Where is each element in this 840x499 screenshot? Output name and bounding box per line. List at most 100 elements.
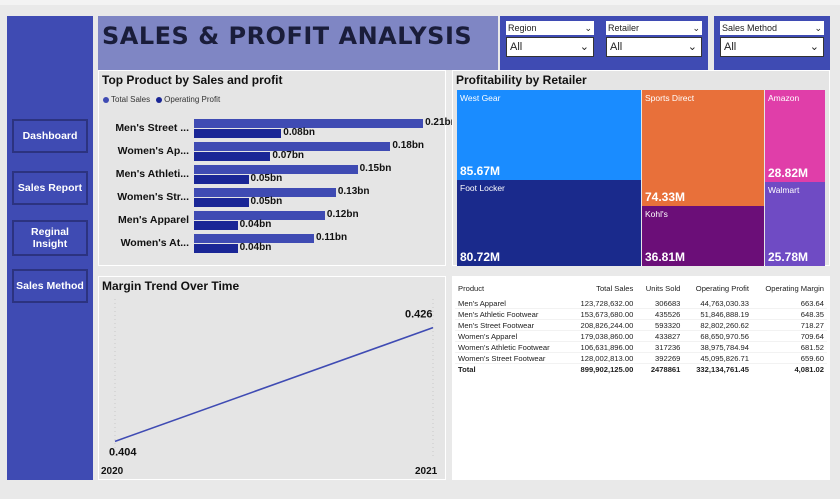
- top-strip: [0, 0, 840, 5]
- chevron-down-icon: ⌄: [687, 41, 697, 53]
- column-header-product[interactable]: Product: [458, 284, 485, 293]
- legend-dot-icon: [156, 96, 163, 103]
- retailer-treemap-title: Profitability by Retailer: [456, 73, 587, 87]
- cell: Men's Street Footwear: [455, 319, 569, 331]
- cell: 38,975,784.94: [683, 341, 752, 353]
- cell: 51,846,888.19: [683, 308, 752, 320]
- table-row[interactable]: Women's Athletic Footwear 106,631,896.00 3…: [455, 341, 827, 353]
- product-table: Product Total Sales Units Sold Operating…: [455, 283, 827, 374]
- table-row[interactable]: Men's Street Footwear 208,826,244.00 59332…: [455, 319, 827, 331]
- cell: 681.52: [751, 341, 827, 353]
- bar-operating-profit[interactable]: [194, 129, 282, 138]
- tile-value: 85.67M: [460, 164, 501, 178]
- nav-regional-insight-button[interactable]: Reginal Insight: [12, 220, 88, 256]
- retailer-slicer: Retailer ⌄ All ⌄: [600, 16, 708, 70]
- chart-legend: Total Sales Operating Profit: [103, 95, 220, 104]
- margin-series-line[interactable]: [114, 326, 434, 443]
- bar-operating-profit[interactable]: [194, 244, 238, 253]
- region-slicer: Region ⌄ All ⌄: [500, 16, 600, 70]
- retailer-treemap-panel: Profitability by Retailer West Gear 85.6…: [452, 70, 830, 266]
- bar-total-sales[interactable]: [194, 142, 391, 151]
- treemap-tile-kohls[interactable]: Kohl's 36.81M: [642, 206, 764, 266]
- bar-operating-profit[interactable]: [194, 221, 238, 230]
- column-header-units-sold[interactable]: Units Sold: [645, 284, 681, 293]
- bar-category-label: Men's Street ...: [115, 122, 189, 134]
- tile-value: 80.72M: [460, 250, 501, 264]
- cell: 317236: [636, 341, 684, 353]
- tile-name: Kohl's: [645, 209, 668, 219]
- cell: 208,826,244.00: [568, 319, 637, 331]
- region-dropdown[interactable]: All ⌄: [506, 37, 594, 57]
- cell: 68,650,970.56: [683, 330, 752, 342]
- tile-name: Walmart: [768, 185, 800, 195]
- bar-data-label: 0.08bn: [283, 127, 315, 138]
- sales-method-dropdown[interactable]: All ⌄: [720, 37, 824, 57]
- bar-operating-profit[interactable]: [194, 198, 249, 207]
- cell: Women's Street Footwear: [455, 352, 569, 364]
- retailer-slicer-header[interactable]: Retailer ⌄: [606, 21, 702, 35]
- cell: 153,673,680.00: [568, 308, 637, 320]
- bar-operating-profit[interactable]: [194, 152, 271, 161]
- sales-method-slicer-label: Sales Method: [722, 23, 778, 33]
- cell: 659.60: [751, 352, 827, 364]
- table-row[interactable]: Women's Apparel 179,038,860.00 433827 68,65…: [455, 330, 827, 342]
- sales-method-slicer-header[interactable]: Sales Method ⌄: [720, 21, 824, 35]
- cell: Women's Athletic Footwear: [455, 341, 569, 353]
- cell: 392269: [636, 352, 684, 364]
- header-banner: SALES & PROFIT ANALYSIS: [98, 16, 498, 70]
- table-row[interactable]: Men's Athletic Footwear 153,673,680.00 435…: [455, 308, 827, 320]
- tile-value: 25.78M: [768, 250, 809, 264]
- chevron-down-icon: ⌄: [584, 23, 592, 33]
- bar-total-sales[interactable]: [194, 234, 314, 243]
- cell: 128,002,813.00: [568, 352, 637, 364]
- nav-sales-report-label: Sales Report: [17, 182, 83, 194]
- treemap-tile-amazon[interactable]: Amazon 28.82M: [765, 90, 825, 182]
- cell: 123,728,632.00: [568, 298, 637, 309]
- treemap-tile-walmart[interactable]: Walmart 25.78M: [765, 182, 825, 266]
- margin-trend-panel: Margin Trend Over Time 0.404 0.426 2020 202…: [98, 276, 446, 480]
- cell: Women's Apparel: [455, 330, 569, 342]
- region-slicer-header[interactable]: Region ⌄: [506, 21, 594, 35]
- top-product-chart-title: Top Product by Sales and profit: [102, 73, 283, 87]
- sales-method-slicer: Sales Method ⌄ All ⌄: [714, 16, 830, 70]
- bar-total-sales[interactable]: [194, 165, 358, 174]
- bar-total-sales[interactable]: [194, 188, 336, 197]
- chevron-down-icon: ⌄: [814, 23, 822, 33]
- column-header-total-sales[interactable]: Total Sales: [596, 284, 634, 293]
- tile-value: 28.82M: [768, 166, 809, 180]
- cell: 899,902,125.00: [568, 363, 637, 374]
- cell: 709.64: [751, 330, 827, 342]
- sidebar: Dashboard Sales Report Reginal Insight S…: [7, 16, 93, 480]
- cell: 179,038,860.00: [568, 330, 637, 342]
- bar-total-sales[interactable]: [194, 211, 325, 220]
- nav-sales-method-button[interactable]: Sales Method: [12, 269, 88, 303]
- bar-category-label: Women's Str...: [117, 191, 189, 203]
- retailer-dropdown[interactable]: All ⌄: [606, 37, 702, 57]
- treemap-tile-west-gear[interactable]: West Gear 85.67M: [457, 90, 641, 180]
- treemap-tile-foot-locker[interactable]: Foot Locker 80.72M: [457, 180, 641, 266]
- x-tick-label: 2021: [415, 466, 438, 477]
- tile-name: West Gear: [460, 93, 501, 103]
- cell: 306683: [636, 298, 684, 309]
- region-slicer-label: Region: [508, 23, 537, 33]
- chevron-down-icon: ⌄: [692, 23, 700, 33]
- tile-value: 74.33M: [645, 190, 686, 204]
- legend-dot-icon: [103, 96, 109, 103]
- nav-dashboard-button[interactable]: Dashboard: [12, 119, 88, 153]
- table-row[interactable]: Women's Street Footwear 128,002,813.00 392…: [455, 352, 827, 364]
- table-row[interactable]: Men's Apparel 123,728,632.00 306683 44,763,…: [455, 298, 827, 309]
- treemap-tile-sports-direct[interactable]: Sports Direct 74.33M: [642, 90, 764, 206]
- page-title: SALES & PROFIT ANALYSIS: [102, 22, 473, 50]
- bar-category-label: Women's Ap...: [117, 145, 189, 157]
- nav-sales-report-button[interactable]: Sales Report: [12, 171, 88, 205]
- bar-data-label: 0.13bn: [337, 186, 370, 197]
- bar-total-sales[interactable]: [194, 119, 424, 128]
- tile-value: 36.81M: [645, 250, 686, 264]
- table-total-row: Total 899,902,125.00 2478861 332,134,761.45…: [455, 363, 827, 374]
- legend-item-operating-profit: Operating Profit: [156, 95, 220, 104]
- cell: 2478861: [636, 363, 684, 374]
- bar-data-label: 0.04bn: [239, 219, 272, 230]
- column-header-operating-margin[interactable]: Operating Margin: [765, 284, 824, 293]
- column-header-operating-profit[interactable]: Operating Profit: [695, 284, 749, 293]
- bar-operating-profit[interactable]: [194, 175, 249, 184]
